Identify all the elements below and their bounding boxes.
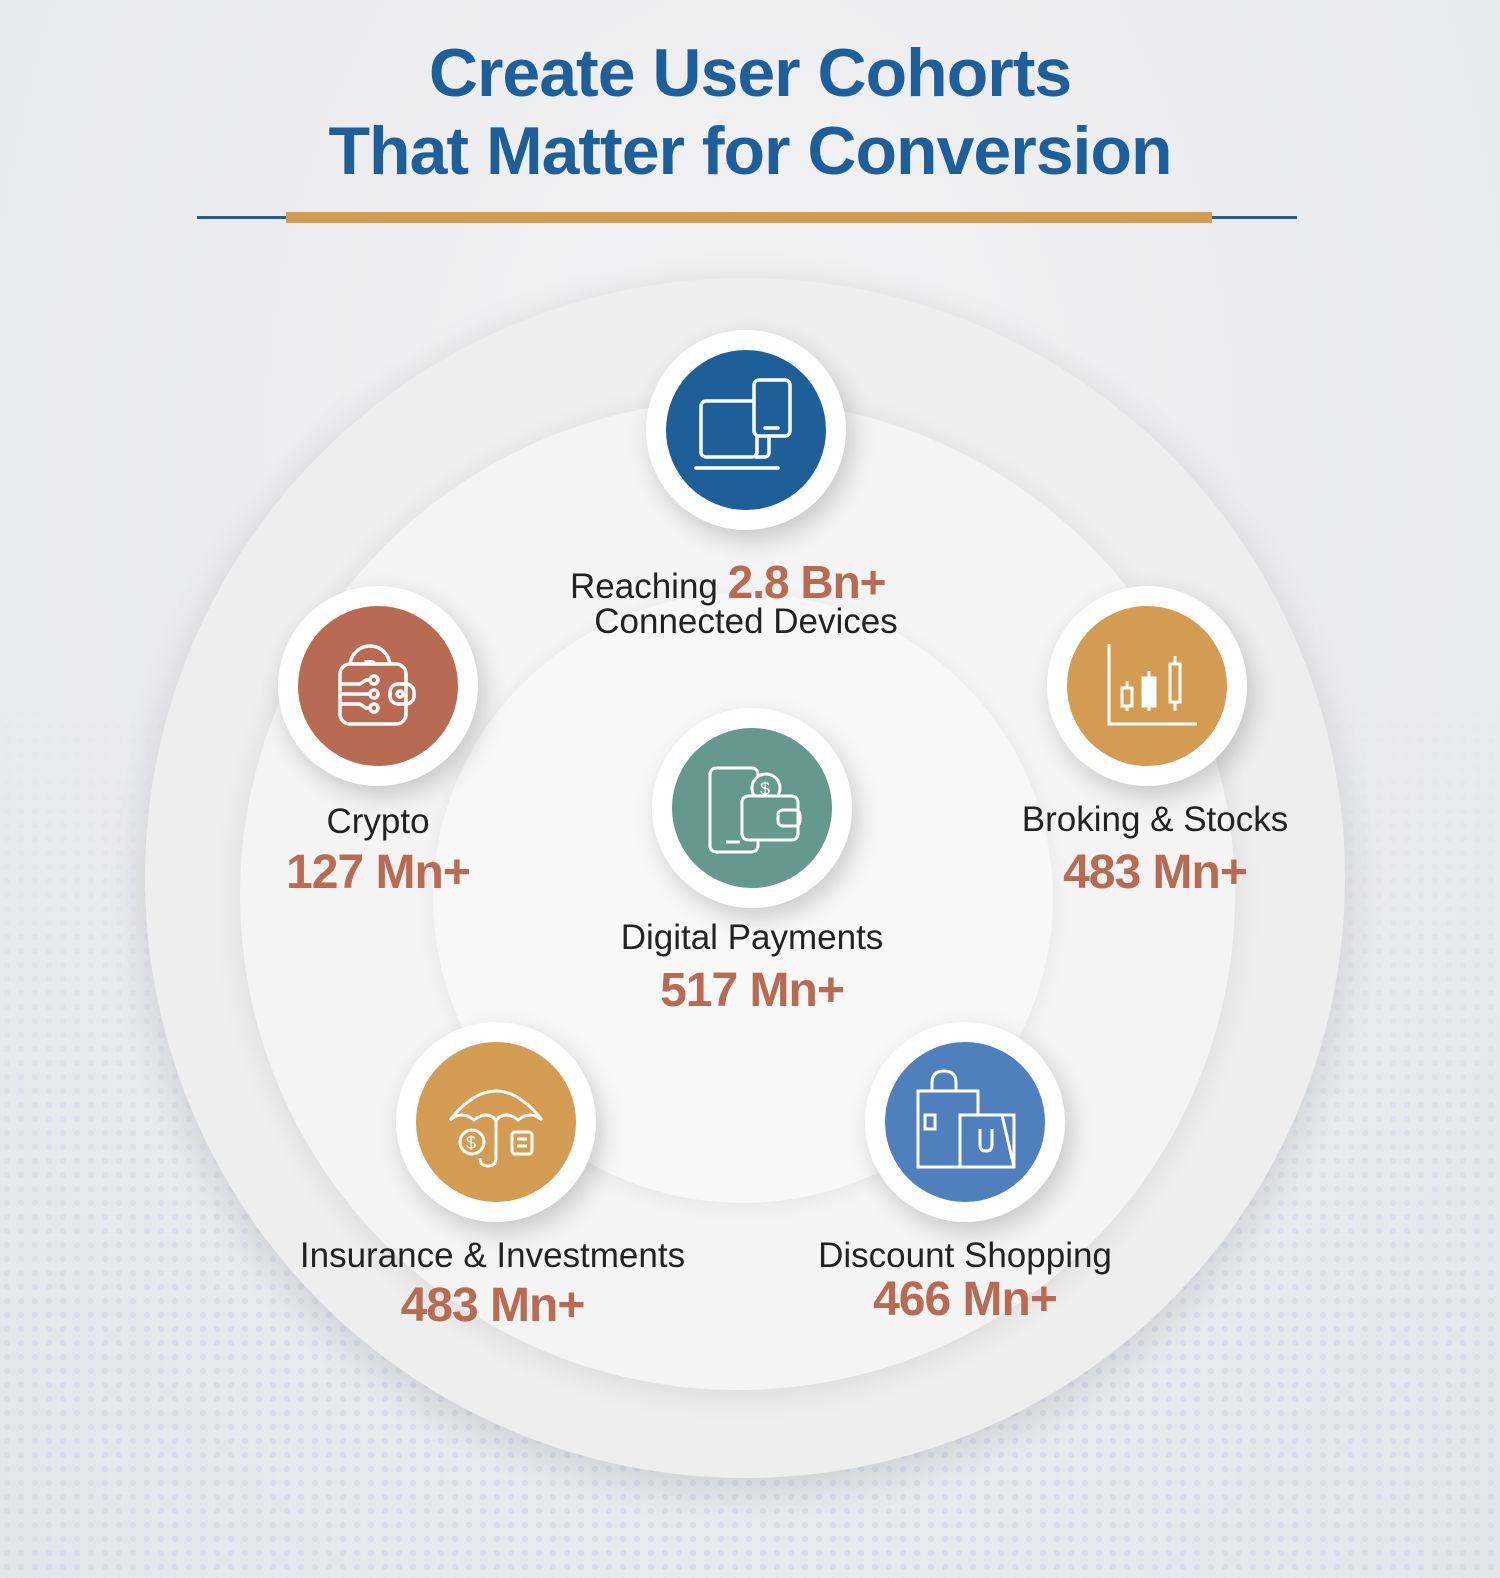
shopping-value: 466 Mn+	[873, 1273, 1058, 1326]
payments-badge: $	[652, 708, 852, 908]
phone-wallet-icon: $	[672, 728, 832, 888]
umbrella-icon: $	[416, 1042, 576, 1202]
insurance-label: Insurance & Investments	[299, 1236, 686, 1275]
insurance-badge: $	[396, 1022, 596, 1222]
insurance-value: 483 Mn+	[400, 1279, 586, 1332]
devices-prefix-text: Reaching	[570, 567, 718, 606]
crypto-badge: B	[278, 586, 478, 786]
title-line-2: That Matter for Conversion	[328, 113, 1173, 189]
devices-prefix: Reaching 2.8 Bn+	[570, 555, 915, 609]
devices-badge	[646, 330, 846, 530]
candlestick-chart-icon	[1067, 606, 1227, 766]
shopping-label: Discount Shopping	[818, 1236, 1112, 1275]
svg-text:$: $	[760, 779, 770, 799]
svg-text:$: $	[466, 1133, 476, 1153]
devices-label: Connected Devices	[594, 602, 898, 641]
devices-value: 2.8 Bn+	[727, 556, 887, 608]
payments-value: 517 Mn+	[660, 964, 845, 1017]
shopping-bags-icon	[885, 1042, 1045, 1202]
crypto-wallet-icon: B	[298, 606, 458, 766]
broking-badge	[1047, 586, 1247, 786]
crypto-value: 127 Mn+	[286, 846, 471, 899]
shopping-badge	[865, 1022, 1065, 1222]
title-accent-bar	[286, 212, 1212, 223]
payments-label: Digital Payments	[620, 918, 884, 957]
crypto-label: Crypto	[326, 802, 430, 841]
broking-label: Broking & Stocks	[1021, 800, 1289, 839]
title-line-1: Create User Cohorts	[428, 35, 1072, 111]
broking-value: 483 Mn+	[1063, 846, 1248, 899]
devices-icon	[666, 350, 826, 510]
